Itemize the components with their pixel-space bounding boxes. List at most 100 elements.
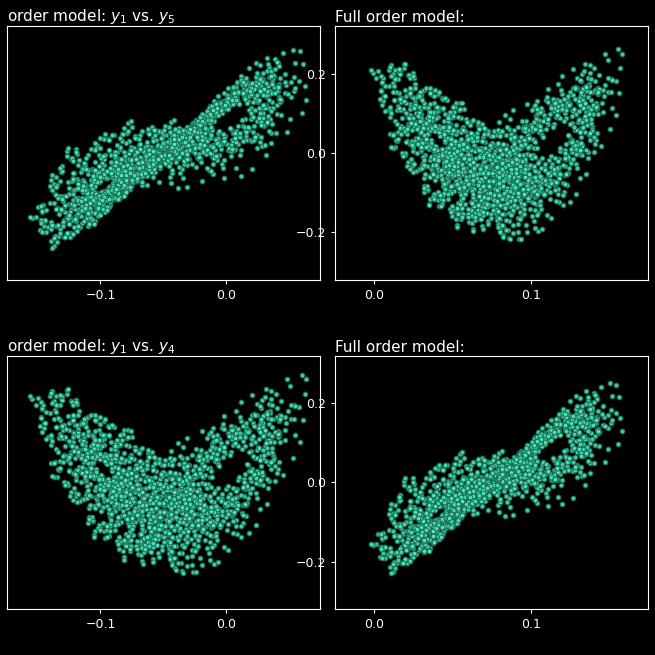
Point	[172, 138, 182, 149]
Point	[424, 109, 434, 119]
Point	[202, 453, 212, 463]
Point	[542, 210, 552, 220]
Point	[593, 405, 604, 416]
Point	[443, 189, 453, 199]
Point	[501, 453, 512, 464]
Point	[177, 131, 187, 141]
Point	[473, 493, 483, 503]
Point	[468, 504, 478, 515]
Point	[529, 175, 540, 185]
Point	[513, 467, 523, 477]
Point	[230, 494, 240, 504]
Point	[512, 176, 523, 186]
Point	[106, 195, 117, 206]
Point	[489, 479, 499, 489]
Point	[196, 462, 206, 473]
Point	[612, 439, 623, 449]
Point	[174, 127, 184, 138]
Point	[175, 150, 185, 160]
Point	[477, 489, 487, 500]
Point	[155, 153, 165, 164]
Point	[71, 394, 82, 405]
Point	[434, 495, 445, 505]
Point	[246, 102, 257, 113]
Point	[102, 451, 112, 461]
Point	[175, 487, 185, 497]
Point	[451, 219, 462, 230]
Point	[289, 400, 299, 411]
Point	[185, 489, 195, 499]
Point	[119, 554, 130, 565]
Point	[459, 166, 470, 176]
Point	[451, 119, 461, 130]
Point	[438, 514, 449, 525]
Point	[482, 477, 493, 488]
Point	[64, 182, 74, 193]
Point	[403, 119, 413, 129]
Point	[189, 509, 199, 519]
Point	[72, 399, 83, 409]
Point	[105, 197, 116, 208]
Point	[193, 520, 204, 531]
Point	[64, 491, 75, 502]
Point	[170, 149, 180, 159]
Point	[586, 94, 596, 105]
Point	[395, 544, 405, 554]
Point	[165, 467, 176, 477]
Point	[464, 208, 474, 219]
Point	[535, 430, 546, 441]
Point	[563, 464, 573, 475]
Point	[231, 496, 241, 507]
Point	[454, 458, 464, 469]
Point	[184, 487, 195, 498]
Point	[413, 121, 424, 132]
Point	[229, 493, 239, 504]
Point	[438, 474, 448, 485]
Point	[169, 493, 179, 504]
Point	[167, 128, 178, 139]
Point	[422, 181, 432, 191]
Point	[453, 493, 463, 504]
Point	[189, 472, 200, 482]
Point	[228, 82, 238, 92]
Point	[527, 445, 537, 455]
Point	[216, 444, 227, 455]
Point	[204, 128, 215, 138]
Point	[477, 489, 488, 500]
Point	[409, 93, 419, 103]
Point	[156, 491, 166, 501]
Point	[394, 522, 405, 533]
Point	[193, 130, 203, 141]
Point	[229, 145, 240, 155]
Point	[37, 404, 47, 415]
Point	[550, 474, 561, 484]
Point	[437, 124, 447, 134]
Point	[184, 496, 195, 506]
Point	[483, 483, 493, 494]
Point	[153, 498, 164, 508]
Point	[299, 81, 310, 91]
Point	[466, 486, 476, 496]
Point	[467, 499, 477, 510]
Point	[432, 125, 443, 136]
Point	[447, 136, 457, 146]
Point	[451, 162, 461, 172]
Point	[531, 438, 542, 449]
Point	[455, 489, 465, 499]
Point	[232, 77, 242, 87]
Point	[147, 122, 158, 132]
Point	[483, 163, 493, 174]
Point	[510, 195, 520, 205]
Point	[272, 468, 282, 478]
Point	[471, 173, 481, 183]
Point	[434, 121, 445, 131]
Point	[170, 565, 181, 575]
Point	[219, 130, 230, 141]
Point	[257, 67, 268, 78]
Point	[498, 230, 508, 240]
Point	[227, 144, 238, 155]
Point	[121, 176, 131, 187]
Point	[459, 501, 470, 512]
Point	[552, 419, 562, 429]
Point	[589, 62, 599, 73]
